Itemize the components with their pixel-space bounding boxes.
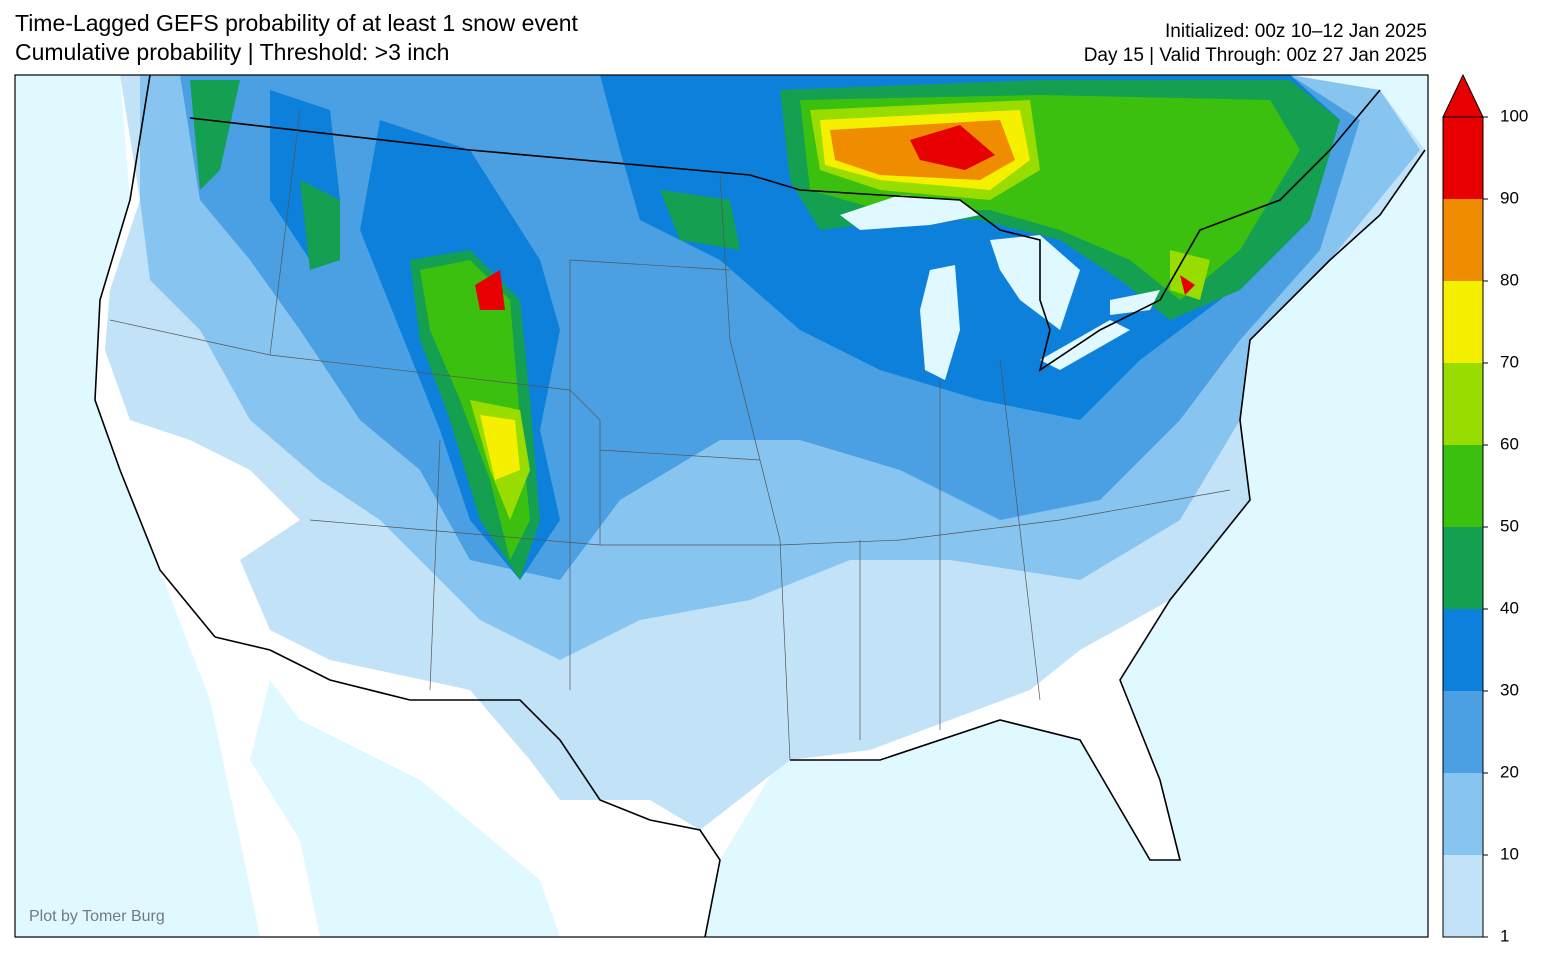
map-frame — [14, 74, 1429, 938]
colorbar-bin — [1443, 527, 1483, 609]
colorbar-tick-label: 80 — [1500, 270, 1519, 289]
subtitle: Cumulative probability | Threshold: >3 i… — [15, 39, 449, 65]
colorbar-extend — [1442, 73, 1484, 118]
lake-erie — [1040, 320, 1130, 370]
lake-michigan — [920, 265, 960, 380]
colorbar-bin — [1443, 855, 1483, 937]
colorbar-tick-label: 70 — [1500, 352, 1519, 371]
title: Time-Lagged GEFS probability of at least… — [15, 10, 579, 36]
colorbar-tick-label: 40 — [1500, 598, 1519, 617]
credit: Plot by Tomer Burg — [29, 908, 165, 925]
colorbar-bin — [1443, 363, 1483, 445]
colorbar-bin — [1443, 691, 1483, 773]
colorbar-tick-label: 100 — [1500, 106, 1528, 125]
lake-superior — [840, 195, 980, 230]
lake-huron — [990, 235, 1080, 330]
colorbar-tick-label: 20 — [1500, 762, 1519, 781]
colorbar-bin — [1443, 199, 1483, 281]
colorbar-tick-label: 10 — [1500, 844, 1519, 863]
colorbar: 1 10 20 30 40 50 60 70 80 90 100 — [1442, 73, 1528, 945]
country-border — [189, 89, 1381, 372]
colorbar-tick-label: 30 — [1500, 680, 1519, 699]
colorbar-bin — [1443, 281, 1483, 363]
colorbar-tick-label: 50 — [1500, 516, 1519, 535]
valid-text: Day 15 | Valid Through: 00z 27 Jan 2025 — [1084, 45, 1427, 66]
colorbar-bin — [1443, 117, 1483, 199]
colorbar-tick-label: 90 — [1500, 188, 1519, 207]
state-lines — [109, 109, 1231, 761]
coastline — [94, 75, 1426, 861]
init-text: Initialized: 00z 10–12 Jan 2025 — [1165, 21, 1427, 42]
colorbar-bin — [1443, 609, 1483, 691]
colorbar-bin — [1443, 445, 1483, 527]
map: Plot by Tomer Burg — [14, 74, 1429, 938]
lake-ontario — [1110, 290, 1160, 315]
colorbar-tick-label: 60 — [1500, 434, 1519, 453]
mexico-border — [214, 636, 721, 937]
snow-6 — [420, 95, 1300, 560]
colorbar-tick-label: 1 — [1500, 926, 1509, 945]
colorbar-bin — [1443, 773, 1483, 855]
